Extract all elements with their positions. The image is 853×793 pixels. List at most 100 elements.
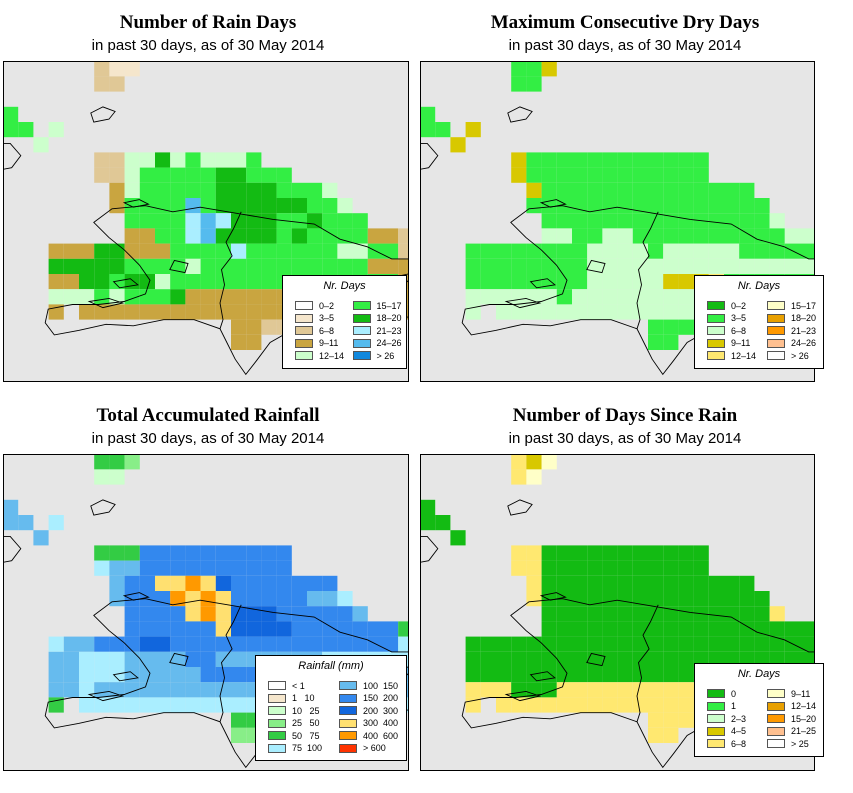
- island-outline: [3, 142, 22, 170]
- legend-item: 9–11: [295, 338, 338, 349]
- grid-cell: [170, 621, 186, 637]
- grid-cell: [291, 591, 307, 607]
- panel-title: Number of Days Since Rain: [512, 405, 738, 426]
- grid-cell: [602, 667, 618, 683]
- grid-cell: [215, 274, 231, 290]
- grid-cell: [496, 289, 512, 305]
- grid-cell: [572, 667, 588, 683]
- legend-title: Nr. Days: [737, 668, 781, 680]
- grid-cell: [678, 304, 694, 320]
- grid-cell: [632, 182, 648, 198]
- grid-cell: [724, 606, 740, 622]
- grid-cell: [617, 228, 633, 244]
- grid-cell: [541, 243, 557, 259]
- grid-cell: [541, 258, 557, 274]
- grid-cell: [322, 182, 338, 198]
- grid-cell: [170, 606, 186, 622]
- grid-cell: [435, 515, 451, 531]
- grid-cell: [139, 304, 155, 320]
- grid-cell: [556, 621, 572, 637]
- grid-cell: [48, 274, 64, 290]
- grid-cell: [663, 727, 679, 743]
- grid-cell: [724, 243, 740, 259]
- grid-cell: [139, 228, 155, 244]
- grid-cell: [678, 319, 694, 335]
- grid-cell: [139, 667, 155, 683]
- legend-item: 3–5: [295, 313, 334, 324]
- grid-cell: [383, 243, 399, 259]
- grid-cell: [109, 591, 125, 607]
- legend-swatch: [707, 301, 725, 310]
- legend-label: 10 25: [292, 705, 320, 716]
- legend-swatch: [767, 351, 785, 360]
- grid-cell: [200, 606, 216, 622]
- grid-cell: [708, 258, 724, 274]
- grid-cell: [48, 122, 64, 138]
- grid-cell: [708, 182, 724, 198]
- legend-label: 9–11: [731, 338, 751, 348]
- grid-cell: [800, 621, 814, 637]
- grid-cell: [139, 274, 155, 290]
- grid-cell: [139, 575, 155, 591]
- grid-cell: [170, 304, 186, 320]
- grid-cell: [617, 591, 633, 607]
- grid-cell: [246, 636, 262, 652]
- grid-cell: [693, 167, 709, 183]
- grid-cell: [261, 545, 277, 561]
- grid-cell: [261, 289, 277, 305]
- grid-cell: [185, 591, 201, 607]
- grid-cell: [632, 621, 648, 637]
- grid-cell: [261, 621, 277, 637]
- legend-item: 10 25: [268, 705, 320, 716]
- grid-cell: [541, 228, 557, 244]
- grid-cell: [155, 697, 171, 713]
- grid-cell: [291, 213, 307, 229]
- grid-cell: [200, 228, 216, 244]
- legend-label: 6–8: [319, 325, 335, 336]
- grid-cell: [754, 213, 770, 229]
- grid-cell: [124, 545, 140, 561]
- legend-swatch: [268, 693, 286, 703]
- legend-item: 75 100: [268, 743, 322, 754]
- grid-cell: [63, 682, 79, 698]
- grid-cell: [155, 289, 171, 305]
- grid-cell: [526, 591, 542, 607]
- grid-cell: [124, 304, 140, 320]
- grid-cell: [185, 651, 201, 667]
- panel-subtitle: in past 30 days, as of 30 May 2014: [91, 430, 325, 447]
- grid-cell: [124, 636, 140, 652]
- grid-cell: [724, 591, 740, 607]
- panel-rainfall: Total Accumulated Rainfall in past 30 da…: [3, 393, 413, 783]
- border-line: [219, 211, 242, 329]
- grid-cell: [200, 575, 216, 591]
- grid-cell: [48, 667, 64, 683]
- grid-cell: [139, 289, 155, 305]
- grid-cell: [617, 636, 633, 652]
- grid-cell: [632, 545, 648, 561]
- grid-cell: [632, 606, 648, 622]
- grid-cell: [511, 243, 527, 259]
- grid-cell: [754, 258, 770, 274]
- grid-cell: [663, 591, 679, 607]
- legend-swatch: [767, 689, 785, 698]
- grid-cell: [632, 289, 648, 305]
- grid-cell: [215, 182, 231, 198]
- grid-cell: [155, 575, 171, 591]
- grid-cell: [693, 575, 709, 591]
- legend-swatch: [767, 313, 785, 323]
- grid-cell: [708, 213, 724, 229]
- legend-label: 0–2: [319, 300, 335, 311]
- island-outline: [112, 278, 139, 289]
- grid-cell: [261, 560, 277, 576]
- grid-cell: [617, 198, 633, 214]
- grid-cell: [79, 289, 95, 305]
- legend-item: 21–23: [767, 325, 816, 336]
- grid-cell: [511, 560, 527, 576]
- grid-cell: [572, 198, 588, 214]
- grid-cell: [337, 591, 353, 607]
- grid-cell: [648, 575, 664, 591]
- legend-label: 18–20: [791, 313, 817, 323]
- grid-cell: [663, 198, 679, 214]
- legend-item: < 1: [268, 680, 305, 691]
- grid-cell: [170, 560, 186, 576]
